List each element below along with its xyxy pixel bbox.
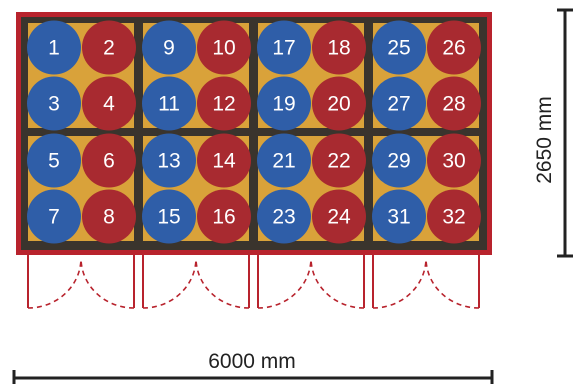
slot-circle: [427, 133, 481, 188]
door-swing-left: [372, 257, 427, 309]
slot-number: 2: [103, 37, 115, 60]
slot-circle: [197, 76, 251, 131]
slot-number: 17: [272, 37, 295, 60]
slot-circle: [372, 76, 426, 131]
slot-number: 18: [327, 37, 350, 60]
slot-number: 9: [163, 37, 175, 60]
doors-layer: [27, 255, 480, 309]
slot-circle: [372, 189, 426, 244]
module-3: 17 18 19 20 21 22 23 24: [257, 20, 366, 244]
door-swing-left: [257, 257, 312, 309]
slot-circle: [197, 189, 251, 244]
slot-number: 20: [327, 93, 350, 116]
slot-number: 32: [442, 206, 465, 229]
slot-circle: [82, 133, 136, 188]
slot-number: 26: [442, 37, 465, 60]
slot-circle: [82, 76, 136, 131]
slot-circle: [197, 20, 251, 75]
slot-circle: [142, 20, 196, 75]
slot-number: 13: [157, 150, 180, 173]
slot-number: 29: [387, 150, 410, 173]
slot-circle: [372, 20, 426, 75]
door-4: [372, 255, 480, 309]
slot-number: 14: [212, 150, 236, 173]
slot-number: 11: [158, 93, 180, 116]
door-1: [27, 255, 135, 309]
slot-circle: [257, 20, 311, 75]
slot-number: 30: [442, 150, 465, 173]
slot-number: 10: [212, 37, 235, 60]
slot-circle: [427, 189, 481, 244]
door-2: [142, 255, 250, 309]
slot-circle: [257, 76, 311, 131]
door-swing-right: [425, 257, 480, 309]
door-3: [257, 255, 365, 309]
slot-circle: [82, 20, 136, 75]
slot-circle: [312, 76, 366, 131]
slot-number: 25: [387, 37, 410, 60]
slot-number: 22: [327, 150, 350, 173]
door-swing-right: [80, 257, 135, 309]
door-swing-left: [27, 257, 82, 309]
slot-circle: [427, 20, 481, 75]
door-swing-left: [142, 257, 197, 309]
door-swing-right: [195, 257, 250, 309]
slot-circle: [142, 76, 196, 131]
door-swing-right: [310, 257, 365, 309]
slot-circle: [257, 189, 311, 244]
slot-circle: [372, 133, 426, 188]
slot-circle: [27, 189, 81, 244]
slot-number: 27: [387, 93, 410, 116]
slot-number: 19: [272, 93, 295, 116]
width-dimension: 6000 mm: [12, 350, 494, 384]
slot-circle: [82, 189, 136, 244]
slot-number: 23: [272, 206, 295, 229]
slot-number: 15: [157, 206, 180, 229]
slot-number: 6: [103, 150, 115, 173]
slot-circle: [312, 133, 366, 188]
slot-number: 31: [387, 206, 410, 229]
slot-number: 4: [103, 93, 115, 116]
slot-number: 5: [48, 150, 60, 173]
slot-number: 7: [48, 206, 60, 229]
slot-circle: [427, 76, 481, 131]
slot-number: 24: [327, 206, 351, 229]
slot-number: 28: [442, 93, 465, 116]
slot-circle: [312, 189, 366, 244]
slot-circle: [257, 133, 311, 188]
slot-circle: [27, 76, 81, 131]
slot-circle: [142, 189, 196, 244]
slot-number: 21: [272, 150, 295, 173]
slot-number: 3: [48, 93, 60, 116]
slot-circle: [142, 133, 196, 188]
module-1: 1 2 3 4 5 6 7 8: [27, 20, 136, 244]
height-dimension: 2650 mm: [533, 8, 573, 258]
slot-circle: [197, 133, 251, 188]
slot-circle: [27, 133, 81, 188]
height-dimension-label: 2650 mm: [533, 96, 556, 184]
slot-number: 12: [212, 93, 235, 116]
width-dimension-label: 6000 mm: [208, 350, 296, 373]
slot-circle: [312, 20, 366, 75]
slot-number: 16: [212, 206, 235, 229]
slot-number: 8: [103, 206, 115, 229]
slot-number: 1: [48, 37, 60, 60]
module-4: 25 26 27 28 29 30 31 32: [372, 20, 481, 244]
slot-circle: [27, 20, 81, 75]
module-2: 9 10 11 12 13 14 15 16: [142, 20, 251, 244]
